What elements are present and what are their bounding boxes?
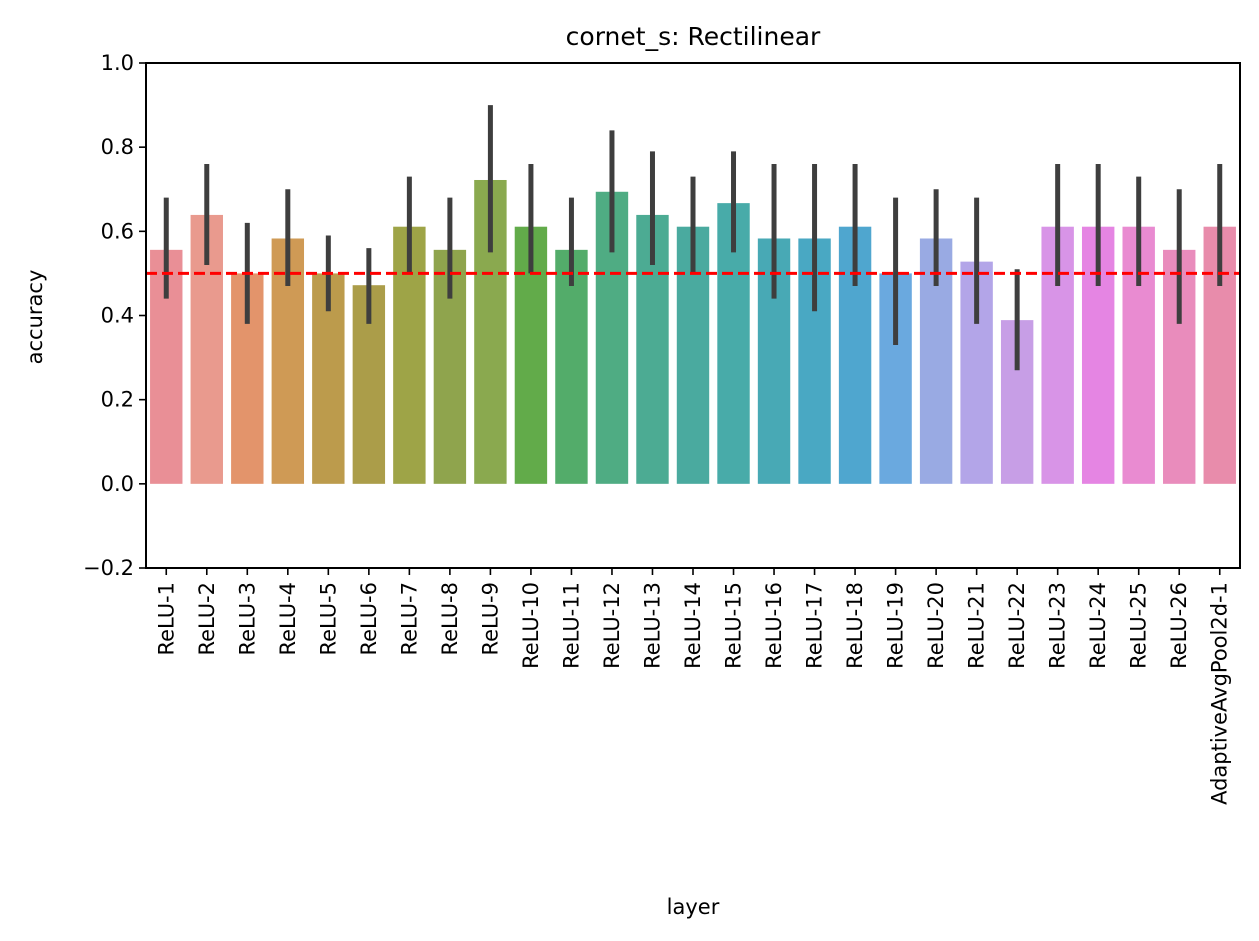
x-tick-label: ReLU-10 (519, 582, 543, 669)
x-tick-label: AdaptiveAvgPool2d-1 (1208, 582, 1232, 805)
bars-group (150, 179, 1236, 484)
x-tick-label: ReLU-7 (397, 582, 421, 656)
x-tick-label: ReLU-1 (154, 582, 178, 656)
x-tick-label: ReLU-22 (1005, 582, 1029, 669)
x-tick-label: ReLU-11 (559, 582, 583, 669)
x-tick-label: ReLU-8 (438, 582, 462, 656)
x-tick-label: ReLU-6 (357, 582, 381, 656)
bar-ReLU-11 (555, 249, 588, 484)
x-axis: ReLU-1 ReLU-2 ReLU-3 ReLU-4 ReLU-5 ReLU-6 ReLU… (154, 568, 1232, 805)
y-tick-label: 0.0 (101, 472, 134, 496)
x-tick-label: ReLU-25 (1127, 582, 1151, 669)
y-tick-label: 1.0 (101, 51, 134, 75)
y-tick-label: 0.4 (101, 304, 134, 328)
y-tick-label: −0.2 (83, 556, 134, 580)
y-tick-label: 0.8 (101, 135, 134, 159)
x-tick-label: ReLU-9 (478, 582, 502, 656)
x-tick-label: ReLU-5 (316, 582, 340, 656)
x-axis-title: layer (667, 895, 720, 919)
x-tick-label: ReLU-2 (195, 582, 219, 656)
x-tick-label: ReLU-16 (762, 582, 786, 669)
y-tick-label: 0.6 (101, 219, 134, 243)
x-tick-label: ReLU-15 (722, 582, 746, 669)
x-tick-label: ReLU-13 (640, 582, 664, 669)
x-tick-label: ReLU-21 (965, 582, 989, 669)
y-axis-title: accuracy (23, 270, 47, 365)
y-axis: −0.2 0.0 0.2 0.4 0.6 0.8 1.0 (83, 51, 146, 580)
x-tick-label: ReLU-19 (884, 582, 908, 669)
x-tick-label: ReLU-24 (1086, 582, 1110, 669)
x-tick-label: ReLU-3 (235, 582, 259, 656)
x-tick-label: ReLU-23 (1046, 582, 1070, 669)
x-tick-label: ReLU-17 (803, 582, 827, 669)
x-tick-label: ReLU-4 (276, 582, 300, 656)
x-tick-label: ReLU-14 (681, 582, 705, 669)
x-tick-label: ReLU-18 (843, 582, 867, 669)
x-tick-label: ReLU-12 (600, 582, 624, 669)
y-tick-label: 0.2 (101, 388, 134, 412)
x-tick-label: ReLU-20 (924, 582, 948, 669)
chart-title: cornet_s: Rectilinear (566, 22, 821, 51)
x-tick-label: ReLU-26 (1167, 582, 1191, 669)
